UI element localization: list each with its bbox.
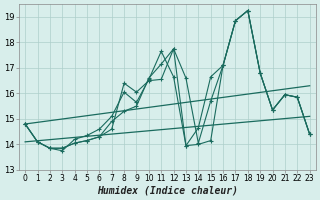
X-axis label: Humidex (Indice chaleur): Humidex (Indice chaleur) xyxy=(97,186,238,196)
